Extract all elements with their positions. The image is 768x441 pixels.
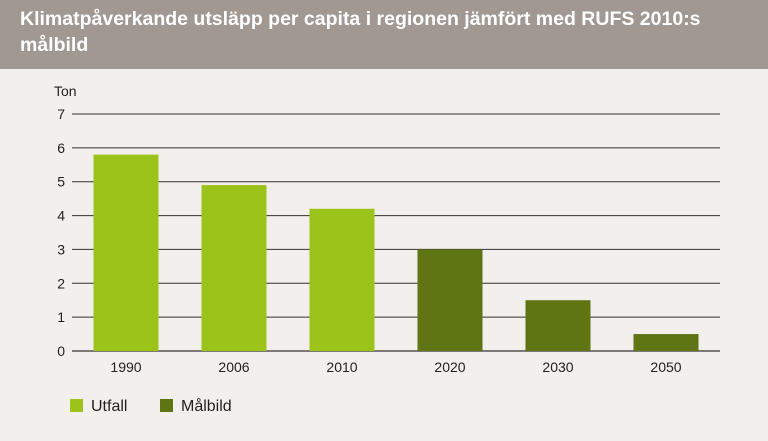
y-tick-label: 2: [57, 275, 65, 291]
bar-2010: [309, 208, 375, 351]
y-tick-label: 5: [57, 174, 65, 190]
y-tick-label: 4: [57, 208, 65, 224]
legend-label-malbild: Målbild: [181, 397, 232, 415]
title-bar: Klimatpåverkande utsläpp per capita i re…: [0, 0, 768, 69]
y-tick-label: 3: [57, 241, 65, 257]
bars: [93, 154, 699, 351]
bar-2020: [417, 249, 483, 351]
bar-1990: [93, 154, 159, 351]
y-tick-label: 1: [57, 309, 65, 325]
legend-swatch-malbild: [160, 399, 173, 412]
x-tick-label: 2010: [326, 359, 357, 375]
x-tick-label: 2020: [434, 359, 465, 375]
gridlines: [72, 113, 720, 352]
x-tick-label: 1990: [110, 359, 141, 375]
legend-label-utfall: Utfall: [91, 398, 127, 415]
y-axis-label: Ton: [54, 83, 77, 99]
legend: Utfall Målbild: [70, 397, 232, 415]
bar-2050: [633, 334, 699, 351]
y-tick-label: 6: [57, 140, 65, 156]
bar-2030: [525, 300, 591, 351]
y-tick-label: 7: [57, 106, 65, 122]
chart-title: Klimatpåverkande utsläpp per capita i re…: [20, 8, 701, 56]
y-tick-labels: 0 1 2 3 4 5 6 7: [57, 106, 65, 359]
legend-swatch-utfall: [70, 399, 83, 412]
x-tick-label: 2006: [218, 359, 249, 375]
x-tick-labels: 1990 2006 2010 2020 2030 2050: [110, 359, 681, 375]
y-tick-label: 0: [57, 343, 65, 359]
x-tick-label: 2050: [650, 359, 681, 375]
bar-2006: [201, 185, 267, 351]
x-tick-label: 2030: [542, 359, 573, 375]
